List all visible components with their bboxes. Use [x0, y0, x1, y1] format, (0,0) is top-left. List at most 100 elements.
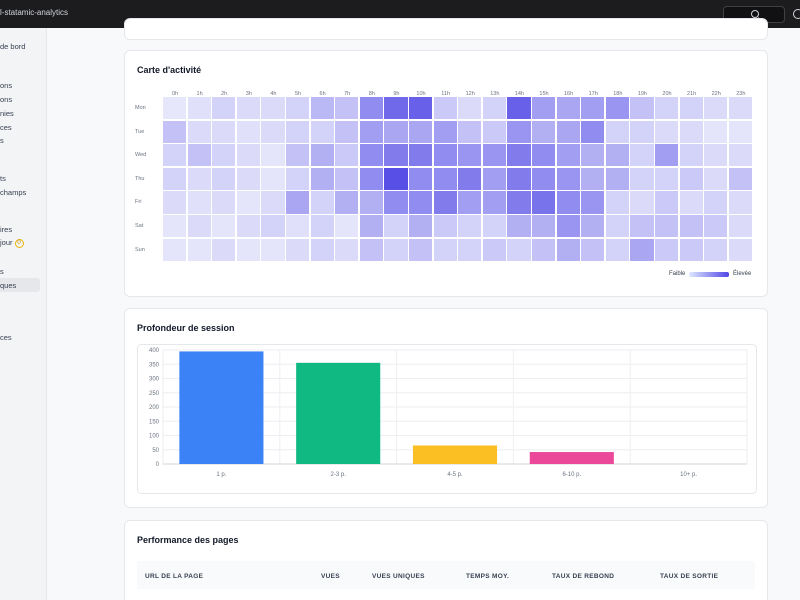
heatmap-cell[interactable]: [212, 120, 236, 143]
heatmap-cell[interactable]: [187, 191, 211, 214]
heatmap-cell[interactable]: [507, 191, 531, 214]
heatmap-cell[interactable]: [532, 120, 556, 143]
heatmap-cell[interactable]: [359, 238, 383, 261]
heatmap-cell[interactable]: [728, 191, 752, 214]
column-header-unique-views[interactable]: VUES UNIQUES: [372, 573, 425, 580]
heatmap-cell[interactable]: [384, 97, 408, 120]
heatmap-cell[interactable]: [163, 97, 187, 120]
heatmap-cell[interactable]: [335, 191, 359, 214]
heatmap-cell[interactable]: [605, 97, 629, 120]
heatmap-cell[interactable]: [482, 97, 506, 120]
heatmap-cell[interactable]: [532, 97, 556, 120]
heatmap-cell[interactable]: [482, 120, 506, 143]
heatmap-cell[interactable]: [261, 144, 285, 167]
sidebar-item-3[interactable]: nies: [0, 109, 14, 118]
heatmap-cell[interactable]: [679, 120, 703, 143]
heatmap-cell[interactable]: [507, 97, 531, 120]
heatmap-cell[interactable]: [212, 167, 236, 190]
heatmap-cell[interactable]: [679, 97, 703, 120]
heatmap-cell[interactable]: [507, 215, 531, 238]
heatmap-cell[interactable]: [335, 238, 359, 261]
heatmap-cell[interactable]: [310, 167, 334, 190]
sidebar-item-1[interactable]: ons: [0, 81, 13, 90]
sidebar-item-10[interactable]: s: [0, 267, 4, 276]
heatmap-cell[interactable]: [409, 144, 433, 167]
heatmap-cell[interactable]: [212, 238, 236, 261]
heatmap-cell[interactable]: [286, 167, 310, 190]
heatmap-cell[interactable]: [507, 167, 531, 190]
column-header-bounce-rate[interactable]: TAUX DE REBOND: [552, 573, 615, 580]
heatmap-cell[interactable]: [581, 144, 605, 167]
heatmap-cell[interactable]: [458, 215, 482, 238]
heatmap-cell[interactable]: [359, 191, 383, 214]
heatmap-cell[interactable]: [236, 215, 260, 238]
heatmap-cell[interactable]: [482, 144, 506, 167]
heatmap-cell[interactable]: [556, 191, 580, 214]
heatmap-cell[interactable]: [310, 238, 334, 261]
heatmap-cell[interactable]: [187, 215, 211, 238]
heatmap-cell[interactable]: [163, 144, 187, 167]
heatmap-cell[interactable]: [556, 144, 580, 167]
heatmap-cell[interactable]: [286, 97, 310, 120]
bar[interactable]: [412, 445, 498, 464]
heatmap-cell[interactable]: [261, 120, 285, 143]
heatmap-cell[interactable]: [458, 144, 482, 167]
heatmap-cell[interactable]: [630, 191, 654, 214]
heatmap-cell[interactable]: [163, 238, 187, 261]
heatmap-cell[interactable]: [359, 215, 383, 238]
heatmap-cell[interactable]: [630, 238, 654, 261]
heatmap-cell[interactable]: [433, 215, 457, 238]
heatmap-cell[interactable]: [482, 167, 506, 190]
heatmap-cell[interactable]: [310, 191, 334, 214]
heatmap-cell[interactable]: [507, 144, 531, 167]
column-header-exit-rate[interactable]: TAUX DE SORTIE: [660, 573, 719, 580]
heatmap-cell[interactable]: [679, 238, 703, 261]
heatmap-cell[interactable]: [384, 238, 408, 261]
heatmap-cell[interactable]: [359, 144, 383, 167]
sidebar-item-fields[interactable]: champs: [0, 188, 27, 197]
heatmap-cell[interactable]: [655, 97, 679, 120]
heatmap-cell[interactable]: [187, 238, 211, 261]
heatmap-cell[interactable]: [630, 144, 654, 167]
sidebar-item-analytics[interactable]: ques: [0, 281, 17, 290]
heatmap-cell[interactable]: [384, 144, 408, 167]
heatmap-cell[interactable]: [581, 167, 605, 190]
sidebar-item-2[interactable]: ons: [0, 95, 13, 104]
heatmap-cell[interactable]: [433, 238, 457, 261]
sidebar-item-5[interactable]: s: [0, 136, 4, 145]
bar[interactable]: [296, 362, 381, 464]
heatmap-cell[interactable]: [163, 120, 187, 143]
heatmap-cell[interactable]: [704, 215, 728, 238]
column-header-views[interactable]: VUES: [321, 573, 340, 580]
heatmap-cell[interactable]: [507, 120, 531, 143]
heatmap-cell[interactable]: [532, 238, 556, 261]
heatmap-cell[interactable]: [728, 238, 752, 261]
heatmap-cell[interactable]: [556, 97, 580, 120]
heatmap-cell[interactable]: [704, 97, 728, 120]
heatmap-cell[interactable]: [433, 120, 457, 143]
heatmap-cell[interactable]: [384, 191, 408, 214]
heatmap-cell[interactable]: [581, 191, 605, 214]
heatmap-cell[interactable]: [605, 191, 629, 214]
heatmap-cell[interactable]: [605, 120, 629, 143]
heatmap-cell[interactable]: [261, 238, 285, 261]
sidebar-item-6[interactable]: ts: [0, 174, 6, 183]
heatmap-cell[interactable]: [556, 238, 580, 261]
heatmap-cell[interactable]: [310, 144, 334, 167]
heatmap-cell[interactable]: [359, 167, 383, 190]
heatmap-cell[interactable]: [384, 120, 408, 143]
bar[interactable]: [529, 452, 614, 464]
column-header-url[interactable]: URL DE LA PAGE: [145, 573, 204, 580]
heatmap-cell[interactable]: [556, 120, 580, 143]
heatmap-cell[interactable]: [433, 144, 457, 167]
heatmap-cell[interactable]: [581, 120, 605, 143]
heatmap-cell[interactable]: [286, 191, 310, 214]
heatmap-cell[interactable]: [482, 191, 506, 214]
heatmap-cell[interactable]: [286, 144, 310, 167]
heatmap-cell[interactable]: [704, 167, 728, 190]
heatmap-cell[interactable]: [384, 167, 408, 190]
heatmap-cell[interactable]: [655, 191, 679, 214]
heatmap-cell[interactable]: [187, 167, 211, 190]
heatmap-cell[interactable]: [556, 167, 580, 190]
heatmap-cell[interactable]: [236, 97, 260, 120]
